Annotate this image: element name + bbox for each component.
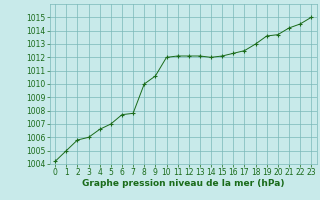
X-axis label: Graphe pression niveau de la mer (hPa): Graphe pression niveau de la mer (hPa) — [82, 179, 284, 188]
